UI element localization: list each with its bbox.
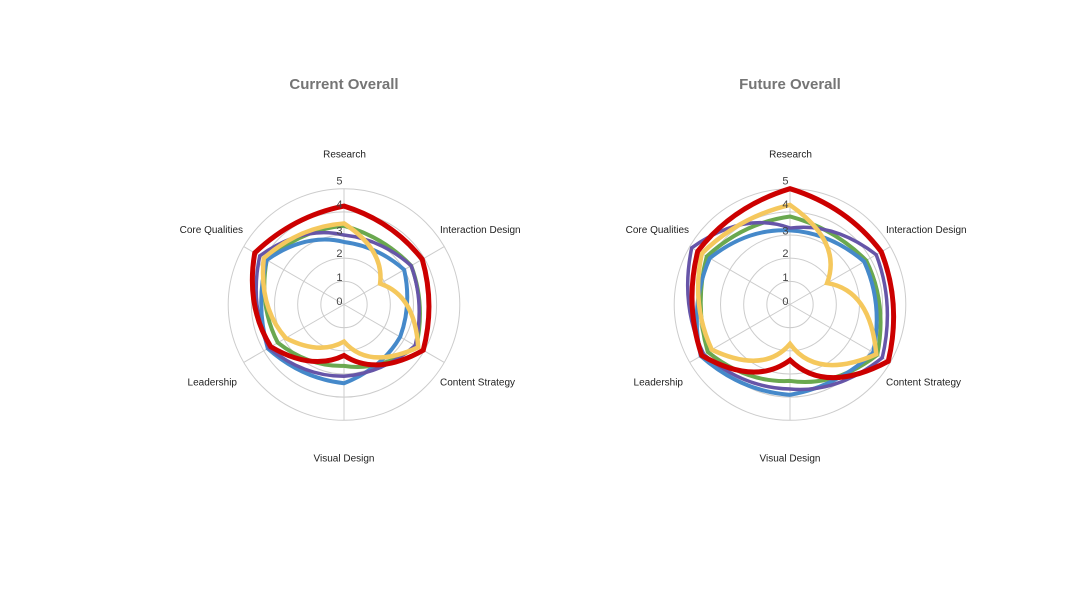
svg-text:1: 1 <box>336 272 342 284</box>
svg-text:Core Qualities: Core Qualities <box>180 225 243 236</box>
svg-text:Core Qualities: Core Qualities <box>626 225 689 236</box>
svg-text:Leadership: Leadership <box>188 378 238 389</box>
svg-text:Leadership: Leadership <box>634 378 684 389</box>
svg-text:3: 3 <box>336 225 342 237</box>
svg-text:5: 5 <box>336 175 342 187</box>
svg-text:5: 5 <box>782 175 788 187</box>
svg-text:Content Strategy: Content Strategy <box>886 378 961 389</box>
svg-text:3: 3 <box>782 225 788 237</box>
svg-text:Future Overall: Future Overall <box>739 76 841 93</box>
svg-text:Visual Design: Visual Design <box>314 454 375 465</box>
svg-text:Interaction Design: Interaction Design <box>440 225 521 236</box>
svg-text:2: 2 <box>782 248 788 260</box>
svg-text:4: 4 <box>782 199 788 211</box>
svg-text:Research: Research <box>769 150 812 161</box>
svg-text:0: 0 <box>336 296 342 308</box>
svg-text:Research: Research <box>323 150 366 161</box>
svg-text:Current Overall: Current Overall <box>289 76 398 93</box>
svg-text:Visual Design: Visual Design <box>760 454 821 465</box>
svg-text:0: 0 <box>782 296 788 308</box>
svg-text:1: 1 <box>782 272 788 284</box>
svg-text:4: 4 <box>336 199 342 211</box>
svg-text:Interaction Design: Interaction Design <box>886 225 967 236</box>
svg-text:Content Strategy: Content Strategy <box>440 378 515 389</box>
svg-text:2: 2 <box>336 248 342 260</box>
